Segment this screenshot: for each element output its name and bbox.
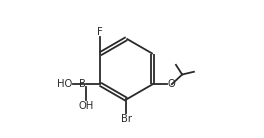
Text: HO: HO bbox=[57, 79, 72, 89]
Text: O: O bbox=[167, 79, 175, 89]
Text: Br: Br bbox=[121, 114, 132, 124]
Text: B: B bbox=[79, 79, 86, 89]
Text: OH: OH bbox=[79, 101, 94, 111]
Text: F: F bbox=[97, 27, 103, 37]
